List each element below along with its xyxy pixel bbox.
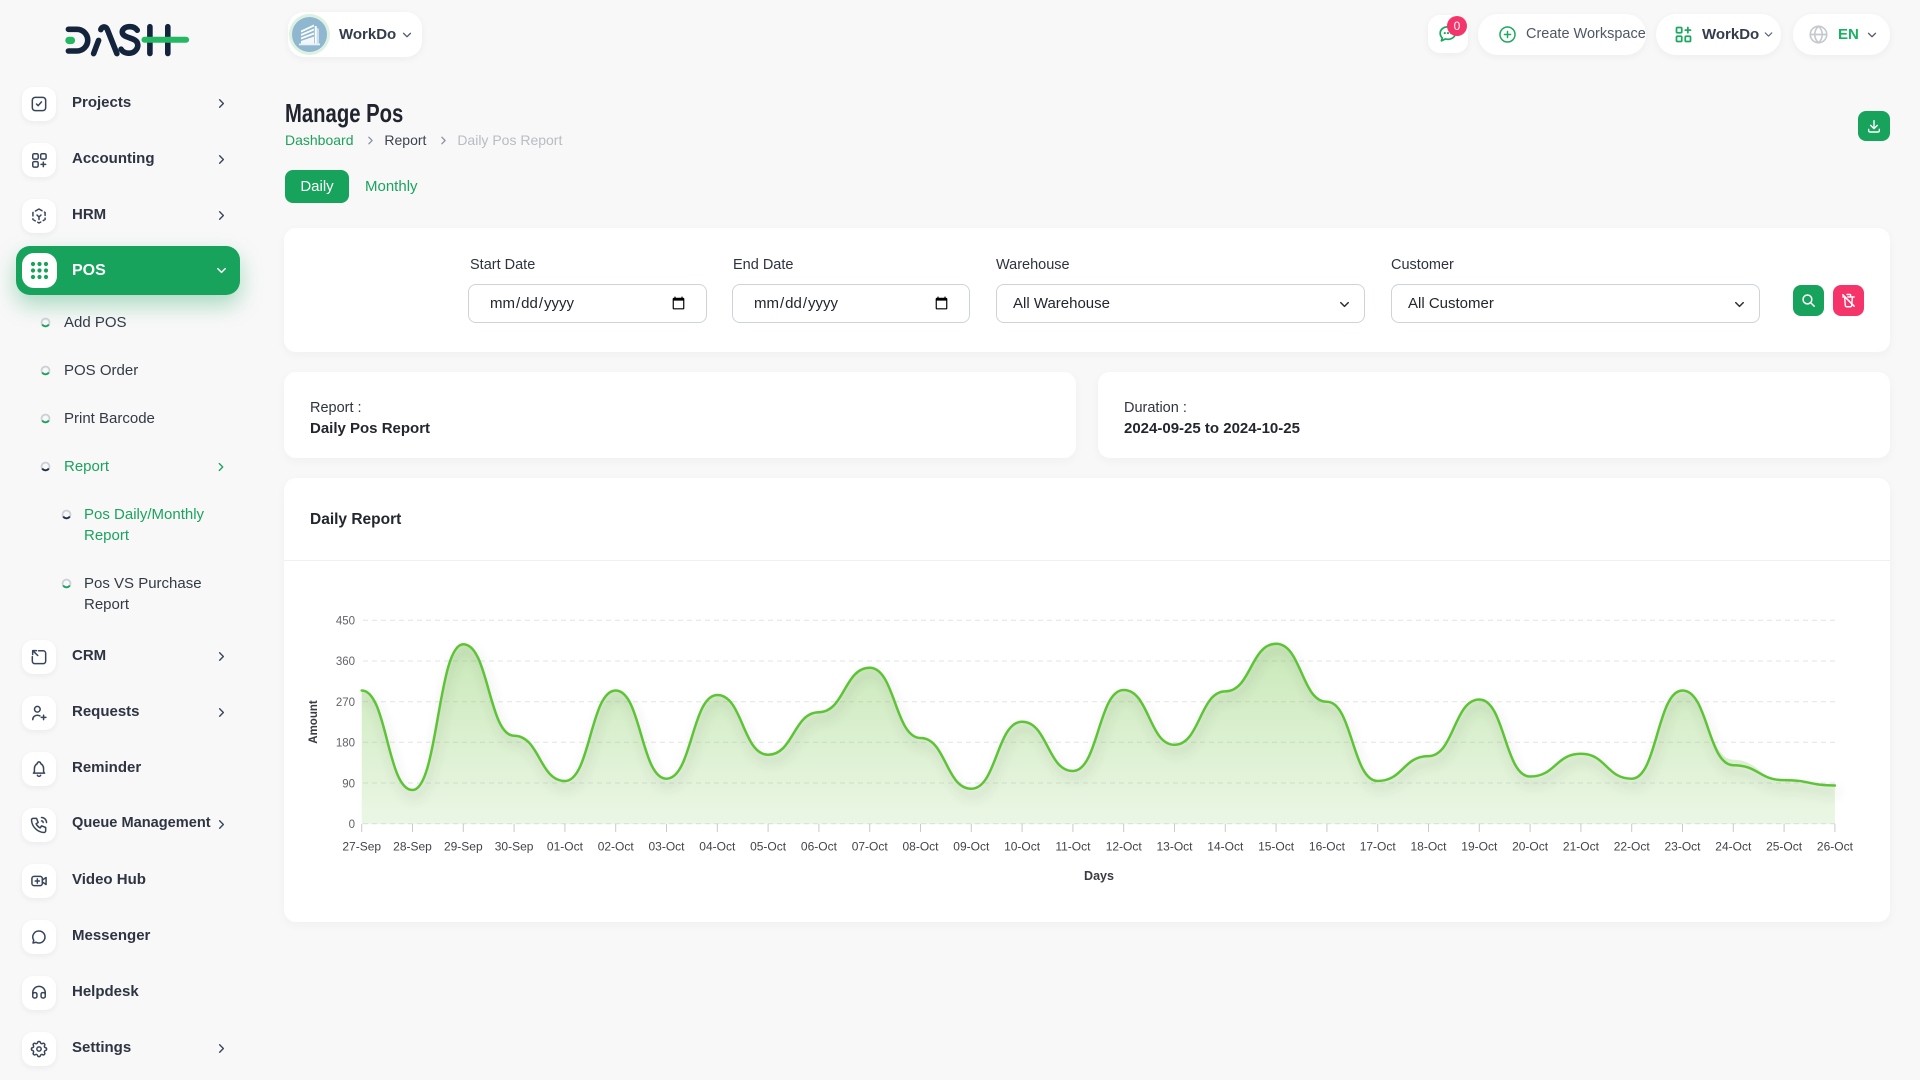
- svg-text:Amount: Amount: [308, 700, 320, 744]
- svg-text:270: 270: [336, 697, 355, 709]
- svg-text:450: 450: [336, 615, 355, 627]
- svg-text:13-Oct: 13-Oct: [1156, 840, 1193, 854]
- svg-text:30-Sep: 30-Sep: [495, 840, 534, 854]
- svg-text:360: 360: [336, 656, 355, 668]
- svg-text:08-Oct: 08-Oct: [902, 840, 939, 854]
- svg-text:10-Oct: 10-Oct: [1004, 840, 1041, 854]
- svg-text:11-Oct: 11-Oct: [1055, 840, 1091, 854]
- svg-text:18-Oct: 18-Oct: [1410, 840, 1447, 854]
- svg-text:06-Oct: 06-Oct: [801, 840, 838, 854]
- svg-text:21-Oct: 21-Oct: [1563, 840, 1600, 854]
- svg-text:19-Oct: 19-Oct: [1461, 840, 1498, 854]
- svg-text:16-Oct: 16-Oct: [1309, 840, 1346, 854]
- svg-text:29-Sep: 29-Sep: [444, 840, 483, 854]
- svg-text:22-Oct: 22-Oct: [1614, 840, 1651, 854]
- svg-text:23-Oct: 23-Oct: [1664, 840, 1701, 854]
- svg-text:20-Oct: 20-Oct: [1512, 840, 1549, 854]
- svg-text:04-Oct: 04-Oct: [699, 840, 736, 854]
- svg-text:180: 180: [336, 738, 355, 750]
- svg-text:14-Oct: 14-Oct: [1207, 840, 1244, 854]
- svg-text:25-Oct: 25-Oct: [1766, 840, 1803, 854]
- svg-text:Days: Days: [1084, 869, 1114, 883]
- svg-text:07-Oct: 07-Oct: [852, 840, 889, 854]
- svg-text:09-Oct: 09-Oct: [953, 840, 990, 854]
- svg-text:90: 90: [342, 778, 355, 790]
- svg-text:01-Oct: 01-Oct: [547, 840, 584, 854]
- svg-text:0: 0: [349, 819, 355, 831]
- svg-text:03-Oct: 03-Oct: [648, 840, 685, 854]
- svg-text:27-Sep: 27-Sep: [342, 840, 381, 854]
- svg-text:12-Oct: 12-Oct: [1106, 840, 1143, 854]
- svg-text:02-Oct: 02-Oct: [598, 840, 635, 854]
- svg-text:17-Oct: 17-Oct: [1360, 840, 1397, 854]
- svg-text:28-Sep: 28-Sep: [393, 840, 432, 854]
- svg-text:26-Oct: 26-Oct: [1817, 840, 1854, 854]
- svg-text:24-Oct: 24-Oct: [1715, 840, 1752, 854]
- svg-text:05-Oct: 05-Oct: [750, 840, 787, 854]
- svg-text:15-Oct: 15-Oct: [1258, 840, 1295, 854]
